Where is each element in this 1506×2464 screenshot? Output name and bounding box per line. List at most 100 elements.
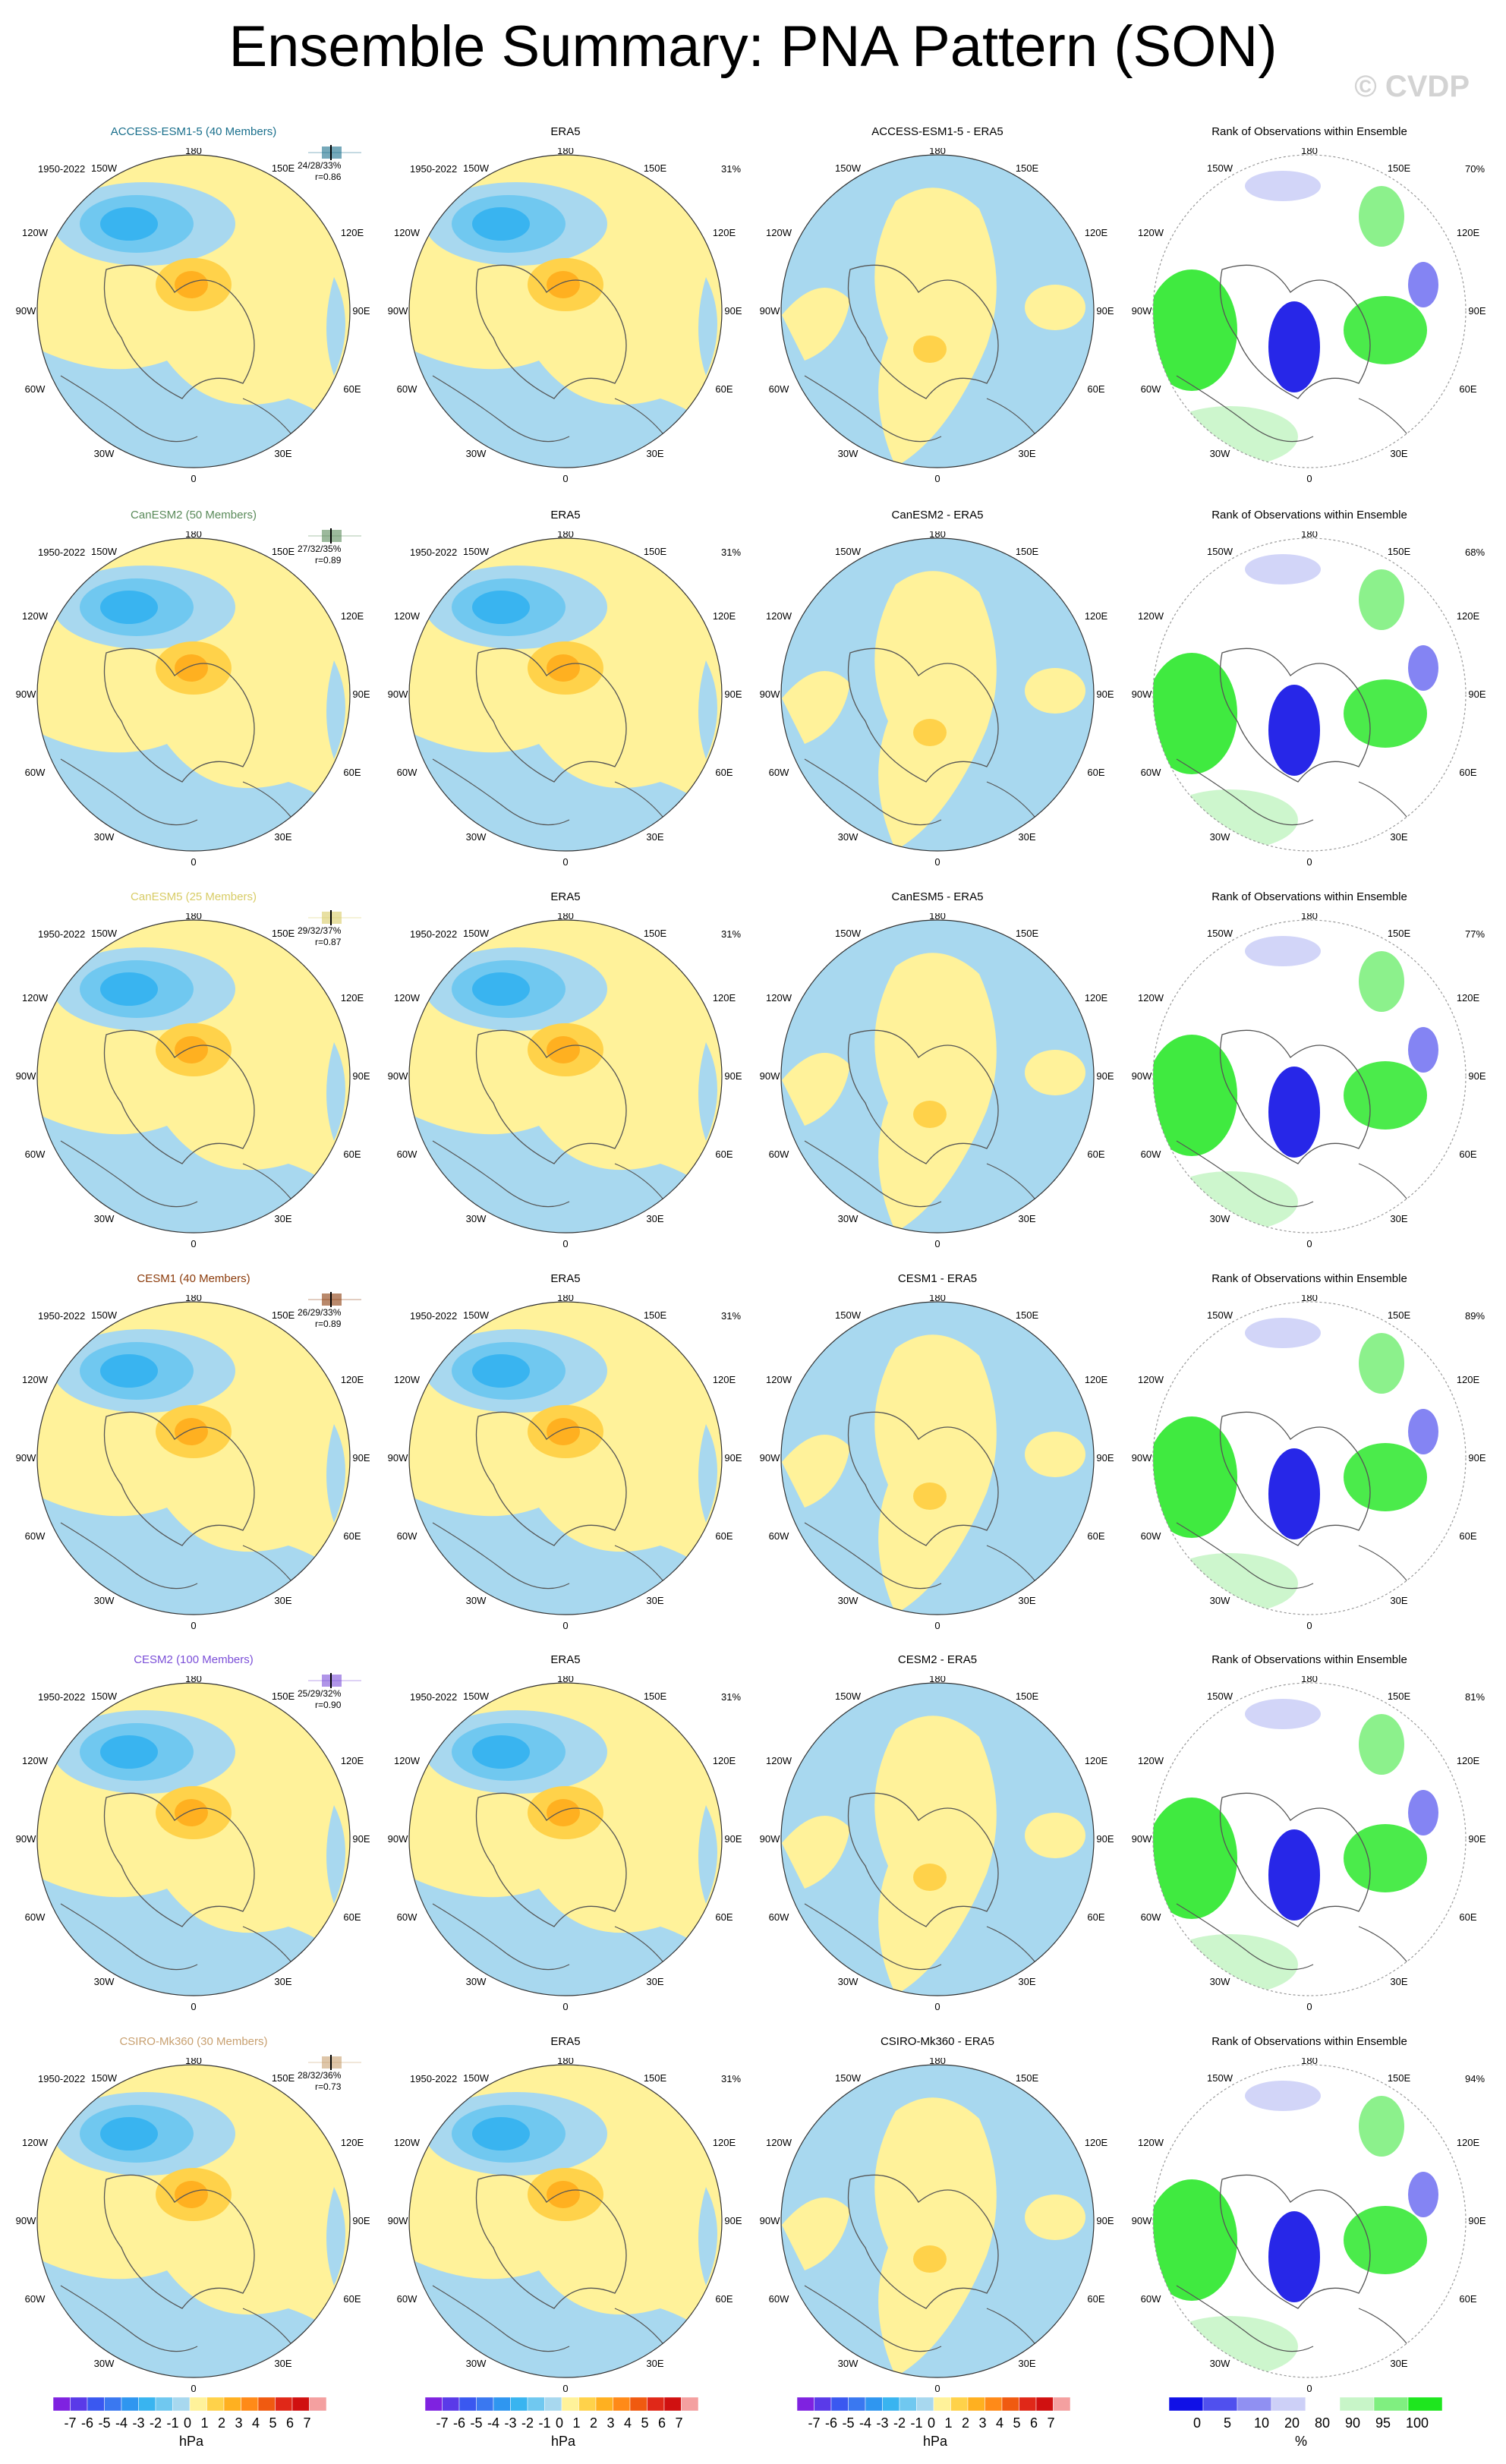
lon-label-r120: 120E xyxy=(1457,610,1480,622)
year-range: 1950-2022 xyxy=(410,1691,458,1703)
lon-label-l120: 120W xyxy=(394,1755,421,1766)
lon-label-l30: 30W xyxy=(1210,448,1230,459)
lon-label-l120: 120W xyxy=(394,610,421,622)
lon-label-r60: 60E xyxy=(343,383,361,395)
lon-label-r90: 90E xyxy=(352,1070,370,1082)
colorbar-tick-label: 6 xyxy=(286,2415,295,2431)
lon-label-l90: 90W xyxy=(388,1070,408,1082)
colorbar-swatch xyxy=(967,2396,985,2412)
lon-label-l60: 60W xyxy=(1141,2293,1161,2305)
rank-title: Rank of Observations within Ensemble xyxy=(1211,890,1407,903)
lon-label-l60: 60W xyxy=(1141,1530,1161,1542)
lon-label-l90: 90W xyxy=(388,688,408,700)
colorbar-swatch xyxy=(1339,2396,1375,2412)
lon-label-bottom: 0 xyxy=(191,2383,196,2392)
colorbar-tick-label: -3 xyxy=(876,2415,889,2431)
lon-label-top: 180 xyxy=(929,1676,946,1684)
lon-label-r120: 120E xyxy=(1457,2137,1480,2148)
colorbar-tick-label: 10 xyxy=(1254,2415,1270,2431)
colorbar-swatch xyxy=(1001,2396,1019,2412)
lon-label-top: 180 xyxy=(185,1295,202,1303)
colorbar-tick-label: 100 xyxy=(1406,2415,1429,2431)
lon-label-bottom: 0 xyxy=(562,856,568,865)
lon-label-r150: 150E xyxy=(1388,2072,1411,2084)
colorbar-swatch xyxy=(1271,2396,1306,2412)
pattern-correlation: r=0.89 xyxy=(315,555,342,566)
lon-label-l120: 120W xyxy=(1138,610,1164,622)
member-spread-marker xyxy=(308,145,361,160)
lon-label-l90: 90W xyxy=(16,1070,36,1082)
colorbar-swatch xyxy=(257,2396,276,2412)
lon-label-r150: 150E xyxy=(644,1309,667,1321)
lon-label-r30: 30E xyxy=(274,1595,291,1606)
colorbar-tick-label: 3 xyxy=(235,2415,243,2431)
lon-label-r30: 30E xyxy=(274,831,291,843)
member-spread-marker xyxy=(308,910,361,925)
rank-panel: Rank of Observations within Ensemble 89% 1… xyxy=(1131,1265,1488,1644)
rank-map: 180 150W 150E 120W 120E 90W 90E 60W 60E 30W 30E 0 xyxy=(1132,1676,1486,2010)
colorbar-tick-label: -4 xyxy=(487,2415,500,2431)
lon-label-r30: 30E xyxy=(1018,1976,1035,1987)
lon-label-l30: 30W xyxy=(1210,831,1230,843)
colorbar-tick-label: 90 xyxy=(1345,2415,1361,2431)
lon-label-l60: 60W xyxy=(397,1911,417,1923)
lon-label-l150: 150W xyxy=(835,1309,862,1321)
colorbar-tick-label: -7 xyxy=(64,2415,77,2431)
diff-map: 180 150W 150E 120W 120E 90W 90E 60W 60E 30W 30E 0 xyxy=(760,1676,1114,2010)
lon-label-r90: 90E xyxy=(1096,688,1114,700)
pct-variance: 25/29/32% r=0.90 xyxy=(298,1688,342,1710)
model-title: CESM2 (100 Members) xyxy=(134,1653,254,1666)
lon-label-bottom: 0 xyxy=(934,1238,940,1247)
lon-label-l60: 60W xyxy=(1141,767,1161,778)
lon-label-r120: 120E xyxy=(713,1755,736,1766)
colorbar-unit: hPa xyxy=(179,2434,204,2449)
lon-label-l30: 30W xyxy=(94,1213,115,1224)
colorbar-tick-label: 0 xyxy=(928,2415,936,2431)
lon-label-bottom: 0 xyxy=(934,2383,940,2392)
lon-label-bottom: 0 xyxy=(562,1620,568,1629)
colorbar-swatch xyxy=(865,2396,883,2412)
era-pct-variance: 31% xyxy=(721,928,742,940)
lon-label-r60: 60E xyxy=(1459,1911,1476,1923)
lon-label-l60: 60W xyxy=(397,383,417,395)
lon-label-top: 180 xyxy=(557,531,574,540)
colorbar-swatch xyxy=(830,2396,849,2412)
lon-label-l150: 150W xyxy=(463,2072,490,2084)
lon-label-l60: 60W xyxy=(769,1149,789,1160)
lon-label-r120: 120E xyxy=(1457,1374,1480,1385)
era-map: 180 150W 150E 120W 120E 90W 90E 60W 60E 30W 30E 0 xyxy=(388,1676,742,2010)
lon-label-bottom: 0 xyxy=(934,1620,940,1629)
lon-label-l60: 60W xyxy=(397,767,417,778)
colorbar-unit: % xyxy=(1295,2434,1308,2449)
lon-label-r120: 120E xyxy=(341,227,364,238)
colorbar-swatch xyxy=(309,2396,327,2412)
colorbar-tick-label: 20 xyxy=(1284,2415,1300,2431)
lon-label-l60: 60W xyxy=(1141,383,1161,395)
colorbar-swatch xyxy=(424,2396,443,2412)
era-pct-variance: 31% xyxy=(721,2073,742,2084)
colorbar-tick-label: -5 xyxy=(98,2415,111,2431)
colorbar-swatches xyxy=(796,2396,1071,2412)
lon-label-l120: 120W xyxy=(394,227,421,238)
model-map: 180 150W 150E 120W 120E 90W 90E 60W 60E 30W 30E 0 xyxy=(16,148,370,482)
lon-label-top: 180 xyxy=(1301,1676,1318,1684)
colorbar-swatch xyxy=(476,2396,494,2412)
lon-label-r150: 150E xyxy=(644,1690,667,1702)
colorbar-swatch xyxy=(155,2396,173,2412)
colorbar-tick-label: 2 xyxy=(590,2415,598,2431)
lon-label-r120: 120E xyxy=(713,227,736,238)
year-range: 1950-2022 xyxy=(410,547,458,558)
lon-label-r150: 150E xyxy=(1388,546,1411,557)
colorbar-tick-label: 1 xyxy=(572,2415,581,2431)
colorbar-swatch xyxy=(1373,2396,1409,2412)
colorbar-swatch xyxy=(241,2396,259,2412)
colorbar-swatch xyxy=(527,2396,545,2412)
page-title: Ensemble Summary: PNA Pattern (SON) xyxy=(228,14,1278,79)
model-map: 180 150W 150E 120W 120E 90W 90E 60W 60E 30W 30E 0 xyxy=(16,1676,370,2010)
lon-label-l30: 30W xyxy=(94,831,115,843)
lon-label-l120: 120W xyxy=(394,992,421,1004)
member-spread-marker xyxy=(308,2055,361,2070)
lon-label-l30: 30W xyxy=(838,448,859,459)
lon-label-bottom: 0 xyxy=(1306,1620,1312,1629)
colorbar-unit: hPa xyxy=(923,2434,948,2449)
